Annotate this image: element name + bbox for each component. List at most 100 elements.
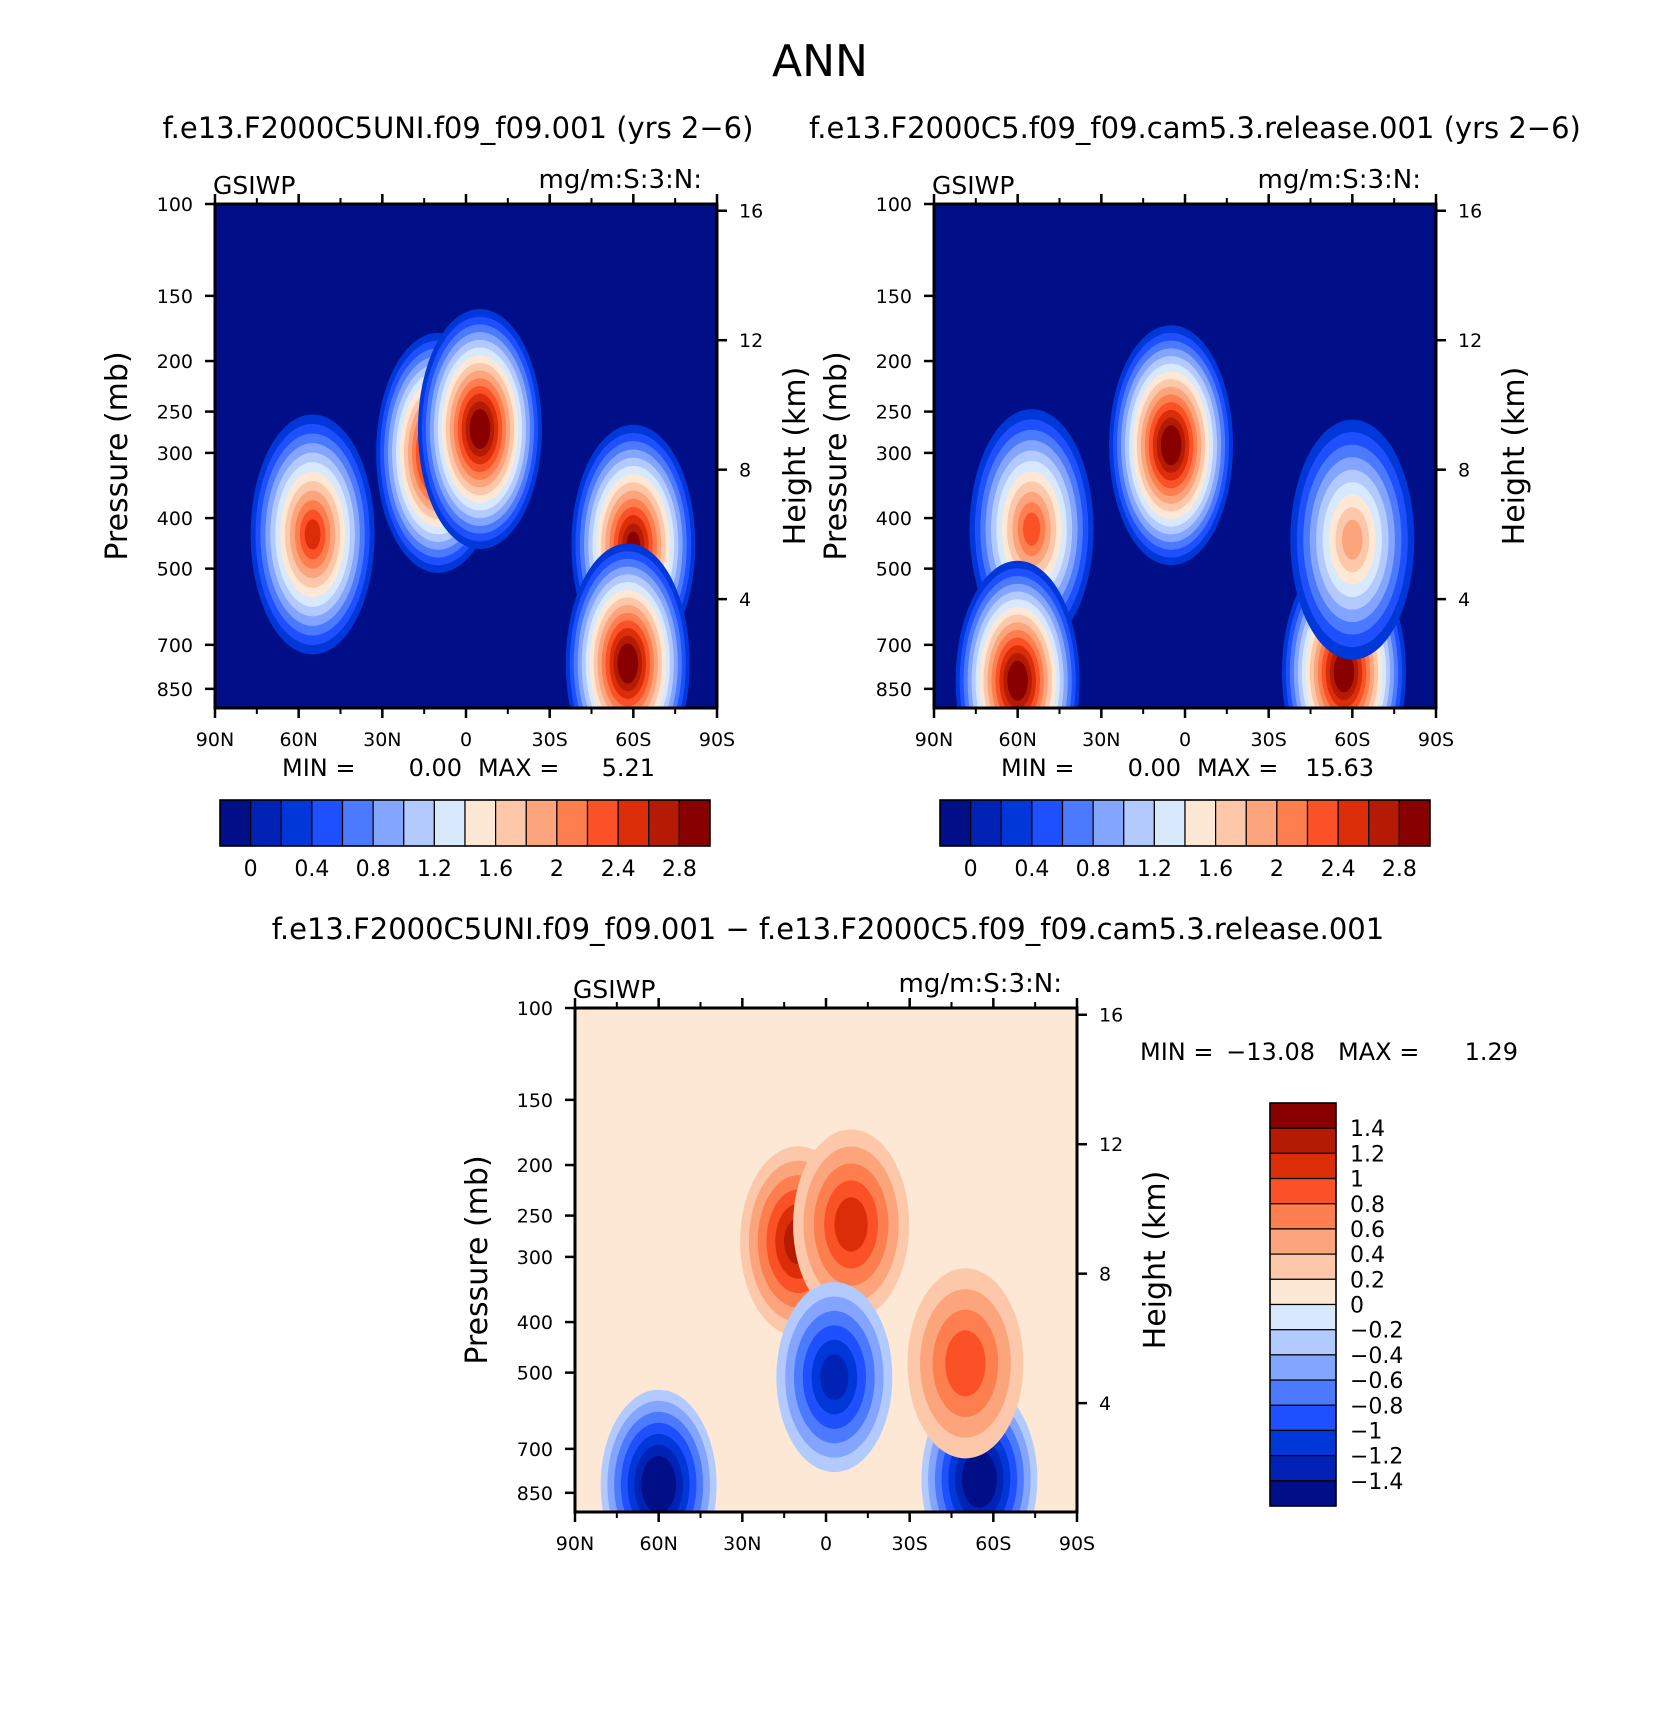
x-tick-label: 90N (915, 729, 953, 751)
colorbar-swatch (1153, 799, 1186, 847)
colorbar-swatch (1269, 1127, 1337, 1154)
x-tick-label: 30N (723, 1533, 761, 1555)
y-tick-label: 500 (157, 559, 193, 581)
variable-name: GSIWP (213, 171, 295, 200)
units-label: mg/m:S:3:N: (539, 165, 702, 195)
contour-field: tropical upper maximumNH midlatitude max… (934, 204, 1436, 708)
colorbar-swatch (1061, 799, 1094, 847)
colorbar-label: 1.2 (417, 857, 452, 882)
y-tick-label: 400 (157, 508, 193, 530)
colorbar-swatch (250, 799, 282, 847)
y-tick-label: 500 (876, 559, 912, 581)
right-tick-label: 4 (1458, 589, 1470, 611)
x-tick-label: 60N (998, 729, 1036, 751)
colorbar-frame (1269, 1102, 1337, 1507)
colorbar-swatch (1031, 799, 1064, 847)
colorbar-swatch (648, 799, 680, 847)
max-label: MAX = (1338, 1038, 1419, 1066)
colorbar-swatch (341, 799, 374, 847)
y-tick-label: 400 (876, 508, 912, 530)
contour-band (1023, 512, 1041, 546)
colorbar-label: 2.4 (601, 857, 636, 882)
right-tick-label: 8 (739, 460, 751, 482)
x-tick-label: 30S (532, 729, 568, 751)
colorbar: 0 0.4 0.8 1.2 1.6 2 2.4 2.8 (219, 799, 711, 882)
x-tick-label: 60S (975, 1533, 1011, 1555)
contour-band (473, 416, 487, 442)
colorbar-swatch (1215, 799, 1247, 847)
x-tick-label: 30N (363, 729, 401, 751)
x-tick-label: 60S (615, 729, 651, 751)
colorbar-swatch (1269, 1379, 1337, 1406)
x-tick-label: 0 (1179, 729, 1191, 751)
max-label: MAX = (478, 754, 559, 782)
colorbar: 1.41.210.80.60.40.20−0.2−0.4−0.6−0.8−1−1… (1269, 1102, 1403, 1507)
colorbar-frame (219, 799, 711, 847)
min-value: 0.00 (409, 754, 462, 782)
colorbar-frame (939, 799, 1431, 847)
y-tick-label: 850 (876, 679, 912, 701)
colorbar-swatch (556, 799, 589, 847)
right-tick-label: 12 (739, 330, 763, 352)
y-tick-label: 100 (157, 194, 193, 216)
panel-title: f.e13.F2000C5UNI.f09_f09.001 − f.e13.F20… (272, 912, 1384, 946)
y-tick-label: 300 (517, 1247, 553, 1269)
colorbar-label: −1.2 (1350, 1445, 1403, 1470)
contour-feature: SH midlatitude maximum (1290, 419, 1415, 660)
min-label: MIN = (1140, 1038, 1213, 1066)
y-tick-label: 300 (876, 443, 912, 465)
colorbar-swatch (1269, 1329, 1337, 1356)
colorbar-swatch (403, 799, 435, 847)
contour-band (834, 1197, 868, 1252)
colorbar-swatch (464, 799, 497, 847)
y-axis-label: Pressure (mb) (460, 1155, 495, 1364)
right-tick-label: 8 (1458, 460, 1470, 482)
contour-feature: NH midlatitude maximum (250, 414, 375, 655)
colorbar-label: 2 (550, 857, 564, 882)
colorbar-swatch (1269, 1152, 1337, 1180)
contour-feature: tropical upper positive (10S) (793, 1129, 910, 1320)
colorbar-swatch (1269, 1404, 1337, 1432)
colorbar-label: 1.6 (1198, 857, 1233, 882)
contour-feature: SH low-level maximum (565, 543, 690, 708)
page-title: ANN (772, 36, 868, 87)
min-label: MIN = (1001, 754, 1074, 782)
y-tick-label: 700 (876, 635, 912, 657)
x-tick-label: 30N (1082, 729, 1120, 751)
colorbar-swatch (970, 799, 1002, 847)
y-tick-label: 150 (876, 286, 912, 308)
y-tick-label: 250 (517, 1206, 553, 1228)
colorbar-swatch (1368, 799, 1400, 847)
y-tick-label: 850 (517, 1483, 553, 1505)
colorbar-swatch (433, 799, 466, 847)
contour-feature: tropical upper maximum (1109, 325, 1234, 566)
right-tick-label: 4 (739, 589, 751, 611)
x-tick-label: 90N (556, 1533, 594, 1555)
colorbar-swatch (1000, 799, 1033, 847)
colorbar-swatch (1123, 799, 1155, 847)
colorbar-swatch (1337, 799, 1370, 847)
contour-field: NH low-level negativeSH low-level negati… (575, 1008, 1077, 1512)
x-tick-label: 60N (279, 729, 317, 751)
panel-diff: f.e13.F2000C5UNI.f09_f09.001 − f.e13.F20… (272, 912, 1518, 1555)
colorbar-label: 0 (1350, 1294, 1364, 1319)
colorbar-swatch (586, 799, 619, 847)
min-value: 0.00 (1128, 754, 1181, 782)
colorbar-label: −1.4 (1350, 1470, 1403, 1495)
right-tick-label: 12 (1099, 1134, 1123, 1156)
contour-band (968, 1461, 991, 1497)
contour-feature: SH midlatitude positive (907, 1268, 1024, 1459)
colorbar-swatch (1269, 1102, 1337, 1129)
contour-band (820, 1354, 849, 1401)
right-tick-label: 16 (1458, 201, 1482, 223)
contour-feature: tropical mid-level negative (776, 1282, 893, 1473)
colorbar-swatch (1276, 799, 1309, 847)
y-tick-label: 850 (157, 679, 193, 701)
right-tick-label: 12 (1458, 330, 1482, 352)
colorbar-label: −0.4 (1350, 1344, 1403, 1369)
colorbar-swatch (1269, 1228, 1337, 1255)
colorbar-label: 2 (1270, 857, 1284, 882)
y-tick-label: 150 (517, 1090, 553, 1112)
y-tick-label: 500 (517, 1363, 553, 1385)
x-tick-label: 90S (1059, 1533, 1095, 1555)
